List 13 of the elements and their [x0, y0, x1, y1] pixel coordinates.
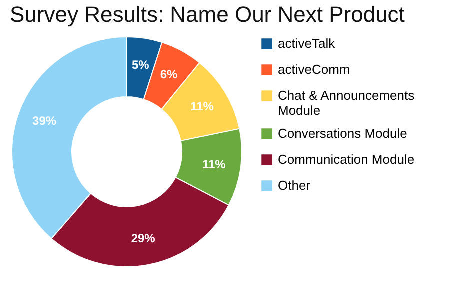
- chart-title: Survey Results: Name Our Next Product: [10, 2, 405, 27]
- legend-label: Communication Module: [278, 152, 415, 167]
- legend-label: Other: [278, 178, 312, 193]
- data-label: 11%: [190, 99, 214, 114]
- data-label: 29%: [131, 231, 156, 246]
- legend-label: activeComm: [278, 62, 350, 77]
- data-label: 6%: [160, 68, 178, 82]
- data-label: 5%: [132, 58, 150, 72]
- legend-label: activeTalk: [278, 36, 336, 51]
- legend-label: Conversations Module: [278, 126, 408, 141]
- legend-label: Chat & Announcements Module: [278, 88, 416, 118]
- data-label: 39%: [32, 114, 57, 128]
- data-label: 11%: [202, 157, 226, 172]
